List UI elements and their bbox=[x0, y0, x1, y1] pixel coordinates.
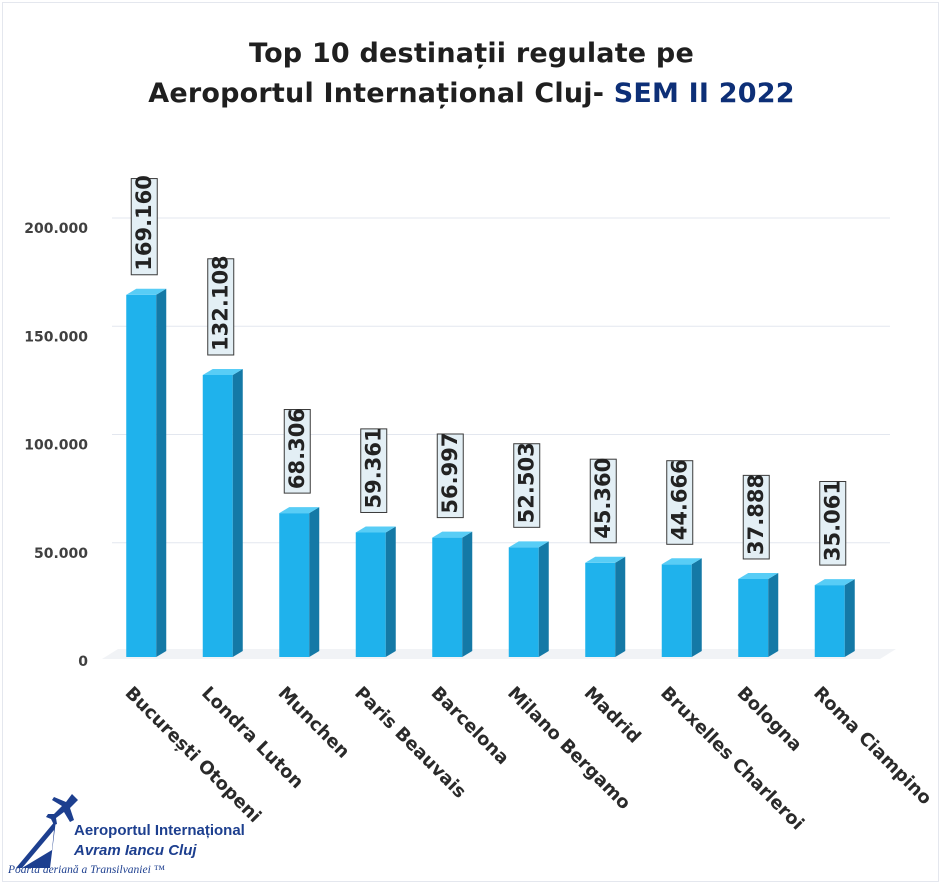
bar[interactable] bbox=[126, 294, 157, 657]
bar-top bbox=[508, 541, 549, 548]
x-tick-label: Roma Ciampino bbox=[809, 683, 936, 810]
data-label-box bbox=[742, 474, 770, 560]
bar-side bbox=[844, 579, 855, 657]
data-label: 68.306 bbox=[285, 408, 309, 489]
airplane-icon bbox=[16, 794, 78, 868]
data-label: 37.888 bbox=[744, 474, 768, 555]
data-label: 45.360 bbox=[591, 458, 615, 539]
y-tick-label: 200.000 bbox=[24, 221, 88, 237]
bar-top bbox=[279, 507, 320, 514]
bar-side bbox=[615, 556, 626, 657]
data-label-box bbox=[513, 443, 541, 528]
x-tick-label: Bruxelles Charleroi bbox=[656, 683, 808, 835]
bar[interactable] bbox=[814, 585, 845, 657]
logo-tagline: Poarta aeriană a Transilvaniei ™ bbox=[8, 864, 165, 876]
bar-top bbox=[738, 572, 779, 579]
data-label-box bbox=[283, 409, 311, 494]
data-label: 132.108 bbox=[209, 255, 233, 351]
bar-top bbox=[355, 526, 396, 533]
bar[interactable] bbox=[279, 513, 310, 657]
data-label-box bbox=[819, 480, 847, 566]
chart-title-line1: Top 10 destinații regulate pe bbox=[249, 38, 694, 69]
bar-top bbox=[585, 556, 626, 563]
logo-name-line1: Aeroportul Internațional bbox=[74, 822, 245, 839]
data-label: 44.666 bbox=[668, 459, 692, 540]
data-label-box bbox=[589, 458, 617, 544]
bar-side bbox=[385, 526, 396, 657]
data-label: 169.160 bbox=[132, 175, 156, 271]
bar[interactable] bbox=[508, 547, 539, 657]
data-label: 35.061 bbox=[821, 480, 845, 561]
bar-side bbox=[309, 507, 320, 657]
x-tick-label: Munchen bbox=[274, 683, 354, 763]
bar-top bbox=[202, 368, 243, 375]
bar[interactable] bbox=[738, 578, 769, 657]
bar-side bbox=[538, 541, 549, 657]
data-label: 59.361 bbox=[362, 427, 386, 508]
bar[interactable] bbox=[432, 537, 463, 657]
data-label-box bbox=[207, 258, 235, 356]
data-label-box bbox=[130, 178, 158, 276]
x-tick-label: Madrid bbox=[580, 683, 645, 748]
chart-title-period: SEM II 2022 bbox=[613, 78, 795, 109]
logo-name-line2: Avram Iancu Cluj bbox=[74, 842, 197, 859]
bar[interactable] bbox=[355, 532, 386, 657]
bar[interactable] bbox=[661, 564, 692, 657]
bar-side bbox=[156, 288, 167, 657]
bar[interactable] bbox=[585, 562, 616, 657]
bar[interactable] bbox=[202, 374, 233, 657]
data-label: 52.503 bbox=[515, 442, 539, 523]
bar-top bbox=[126, 288, 167, 295]
bar-side bbox=[768, 572, 779, 657]
y-tick-label: 150.000 bbox=[24, 329, 88, 345]
data-label-box bbox=[666, 460, 694, 545]
bar-top bbox=[661, 558, 702, 565]
airport-logo: Aeroportul Internațional Avram Iancu Clu… bbox=[8, 790, 258, 882]
data-label-box bbox=[436, 433, 464, 519]
bar-top bbox=[432, 531, 473, 538]
bar-top bbox=[814, 579, 855, 586]
y-tick-label: 0 bbox=[78, 654, 88, 670]
y-tick-label: 100.000 bbox=[24, 438, 88, 454]
bar-side bbox=[691, 558, 702, 657]
bar-side bbox=[462, 531, 473, 657]
bar-side bbox=[232, 368, 243, 657]
chart-title-line2: Aeroportul Internațional Cluj- SEM II 20… bbox=[0, 78, 943, 109]
chart-title-airport: Aeroportul Internațional Cluj- bbox=[148, 78, 614, 109]
data-label-box bbox=[360, 428, 388, 513]
data-label: 56.997 bbox=[438, 433, 462, 514]
y-tick-label: 50.000 bbox=[34, 546, 88, 562]
x-tick-label: Bologna bbox=[733, 683, 806, 756]
